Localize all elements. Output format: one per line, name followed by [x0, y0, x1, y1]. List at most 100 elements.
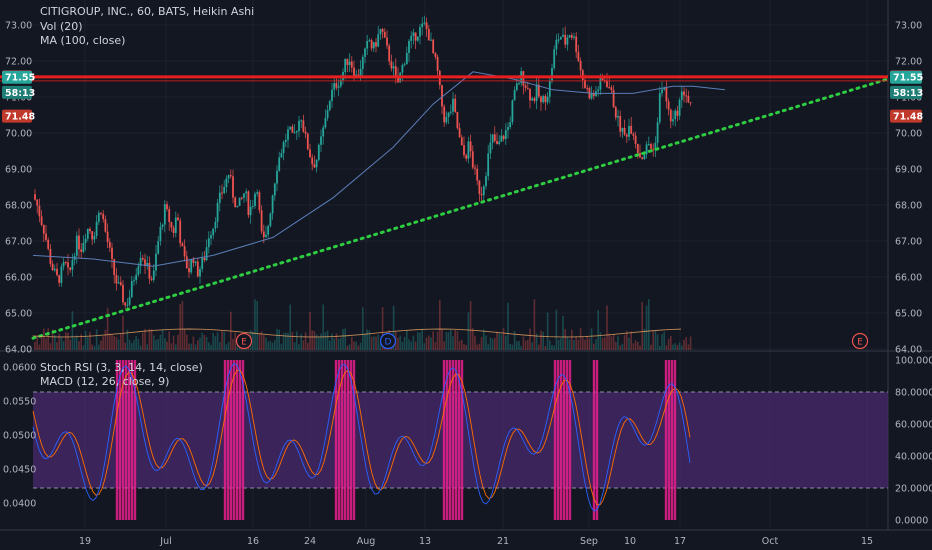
volume-bar — [69, 339, 71, 350]
volume-bar — [568, 339, 571, 350]
volume-bar — [355, 341, 357, 350]
price-tick-left: 67.00 — [5, 237, 32, 248]
volume-bar — [379, 343, 382, 350]
volume-bar — [289, 304, 291, 350]
candle-body — [612, 90, 615, 108]
ma-legend[interactable]: MA (100, close) — [40, 34, 126, 47]
candle-body — [665, 87, 668, 102]
volume-bar — [447, 332, 450, 350]
candle-body — [608, 87, 611, 89]
volume-bar — [401, 341, 404, 350]
volume-bar — [84, 330, 87, 350]
macd-histogram — [115, 360, 677, 520]
candle-body — [430, 39, 432, 41]
candle-body — [170, 221, 173, 228]
candle-body — [238, 197, 241, 206]
volume-bar — [522, 336, 525, 350]
volume-bar — [370, 336, 373, 350]
volume-bar — [359, 342, 362, 350]
candle-body — [236, 205, 239, 208]
candle-body — [185, 256, 188, 269]
candle-body — [394, 66, 397, 77]
event-marker-d[interactable]: D — [379, 332, 397, 350]
volume-bar — [626, 330, 628, 350]
candle-body — [265, 234, 267, 238]
histogram-bar — [670, 360, 674, 520]
right-price-badge-text: 71.55 — [893, 73, 923, 84]
candle-body — [80, 249, 83, 252]
candle-body — [262, 231, 265, 238]
candle-body — [392, 66, 395, 69]
event-marker-e[interactable]: E — [851, 332, 869, 350]
volume-bar — [549, 340, 551, 350]
stoch-rsi-legend[interactable]: Stoch RSI (3, 3, 14, 14, close) — [40, 361, 203, 374]
left-price-badge-text: 71.55 — [5, 73, 35, 84]
candle-body — [139, 257, 142, 267]
volume-bar — [491, 338, 494, 350]
price-tick-left: 69.00 — [5, 165, 32, 176]
volume-bar — [377, 334, 379, 350]
volume-bar — [683, 339, 685, 350]
candle-body — [179, 220, 182, 244]
volume-bar — [351, 337, 353, 350]
candle-body — [465, 155, 468, 159]
candle-body — [155, 253, 157, 271]
histogram-bar — [568, 360, 572, 520]
volume-bar — [634, 340, 637, 350]
candle-body — [555, 39, 558, 50]
candle-body — [295, 131, 298, 133]
volume-bar — [590, 328, 593, 350]
candle-body — [159, 226, 162, 242]
macd-legend[interactable]: MACD (12, 26, close, 9) — [40, 375, 170, 388]
time-tick: Sep — [580, 536, 598, 547]
candle-body — [617, 115, 619, 118]
volume-bar — [535, 333, 538, 350]
volume-bar — [687, 344, 690, 350]
candle-body — [667, 101, 670, 110]
candle-body — [449, 111, 452, 113]
overbought-oversold-band — [33, 392, 888, 488]
volume-bar — [199, 337, 201, 350]
candle-body — [652, 148, 655, 150]
support-trendline — [31, 77, 890, 340]
volume-bar — [157, 338, 159, 350]
candle-body — [592, 93, 595, 96]
volume-bar — [425, 337, 428, 350]
event-marker-e[interactable]: E — [235, 332, 253, 350]
candle-body — [636, 143, 639, 153]
volume-bar — [315, 334, 318, 350]
volume-bar — [293, 342, 296, 350]
volume-bar — [333, 338, 335, 350]
price-tick-left: 65.00 — [5, 309, 32, 320]
histogram-bar — [343, 360, 347, 520]
volume-legend[interactable]: Vol (20) — [40, 20, 83, 33]
candle-body — [381, 28, 384, 32]
candle-body — [205, 247, 208, 261]
candle-body — [375, 42, 377, 47]
price-tick-right: 73.00 — [895, 21, 922, 32]
symbol-legend[interactable]: CITIGROUP, INC., 60, BATS, Heikin Ashi — [40, 5, 255, 18]
volume-bar — [527, 339, 529, 350]
histogram-bar — [337, 360, 341, 520]
volume-bar — [469, 301, 472, 350]
volume-bar — [571, 329, 573, 350]
candle-body — [630, 125, 633, 134]
time-tick: Aug — [357, 536, 376, 547]
candle-body — [317, 144, 320, 160]
macd-line — [32, 362, 691, 512]
candle-body — [513, 90, 516, 101]
candle-body — [201, 258, 204, 270]
volume-bar — [113, 336, 115, 350]
volume-bar — [260, 331, 263, 350]
osc-tick-left: 0.0500 — [3, 431, 36, 442]
volume-bar — [599, 332, 602, 350]
volume-bar — [639, 345, 641, 350]
candle-body — [300, 120, 303, 122]
volume-bar — [529, 328, 531, 350]
candle-body — [38, 205, 41, 217]
candle-body — [359, 68, 362, 78]
volume-bar — [582, 337, 584, 350]
